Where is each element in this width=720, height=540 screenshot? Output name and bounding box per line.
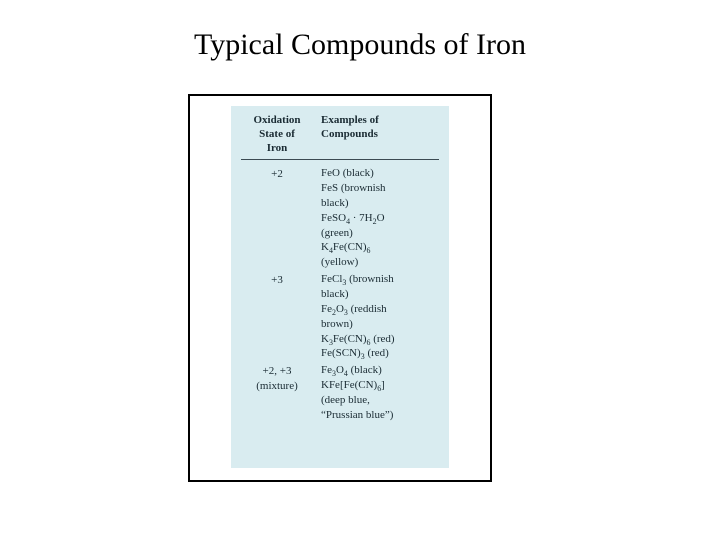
table-frame: OxidationState ofIron Examples ofCompoun… xyxy=(188,94,492,482)
compound-line: Fe2O3 (reddish xyxy=(321,302,439,317)
compound-line: FeCl3 (brownish xyxy=(321,272,439,287)
page-title: Typical Compounds of Iron xyxy=(0,28,720,62)
compound-line: (yellow) xyxy=(321,255,439,270)
table-body: +2FeO (black)FeS (brownishblack)FeSO4 · … xyxy=(241,166,439,422)
compound-line: black) xyxy=(321,287,439,302)
compound-line: KFe[Fe(CN)6] xyxy=(321,378,439,393)
compound-line: black) xyxy=(321,196,439,211)
examples-cell: Fe3O4 (black)KFe[Fe(CN)6](deep blue,“Pru… xyxy=(313,363,439,422)
compounds-table: OxidationState ofIron Examples ofCompoun… xyxy=(231,106,449,468)
column-header-oxidation-state: OxidationState ofIron xyxy=(241,114,313,155)
compound-line: K4Fe(CN)6 xyxy=(321,240,439,255)
compound-line: brown) xyxy=(321,317,439,332)
compound-line: FeO (black) xyxy=(321,166,439,181)
compound-line: (green) xyxy=(321,226,439,241)
compound-line: K3Fe(CN)6 (red) xyxy=(321,332,439,347)
column-header-examples: Examples ofCompounds xyxy=(313,114,439,155)
oxidation-state-cell: +3 xyxy=(241,272,313,288)
compound-line: Fe(SCN)3 (red) xyxy=(321,346,439,361)
table-row: +3FeCl3 (brownishblack)Fe2O3 (reddishbro… xyxy=(241,272,439,361)
table-row: +2FeO (black)FeS (brownishblack)FeSO4 · … xyxy=(241,166,439,270)
compound-line: FeSO4 · 7H2O xyxy=(321,211,439,226)
compound-line: FeS (brownish xyxy=(321,181,439,196)
examples-cell: FeO (black)FeS (brownishblack)FeSO4 · 7H… xyxy=(313,166,439,270)
compound-line: “Prussian blue”) xyxy=(321,408,439,423)
table-header-row: OxidationState ofIron Examples ofCompoun… xyxy=(241,114,439,160)
table-row: +2, +3(mixture)Fe3O4 (black)KFe[Fe(CN)6]… xyxy=(241,363,439,422)
examples-cell: FeCl3 (brownishblack)Fe2O3 (reddishbrown… xyxy=(313,272,439,361)
oxidation-state-cell: +2 xyxy=(241,166,313,182)
compound-line: Fe3O4 (black) xyxy=(321,363,439,378)
compound-line: (deep blue, xyxy=(321,393,439,408)
oxidation-state-cell: +2, +3(mixture) xyxy=(241,363,313,394)
